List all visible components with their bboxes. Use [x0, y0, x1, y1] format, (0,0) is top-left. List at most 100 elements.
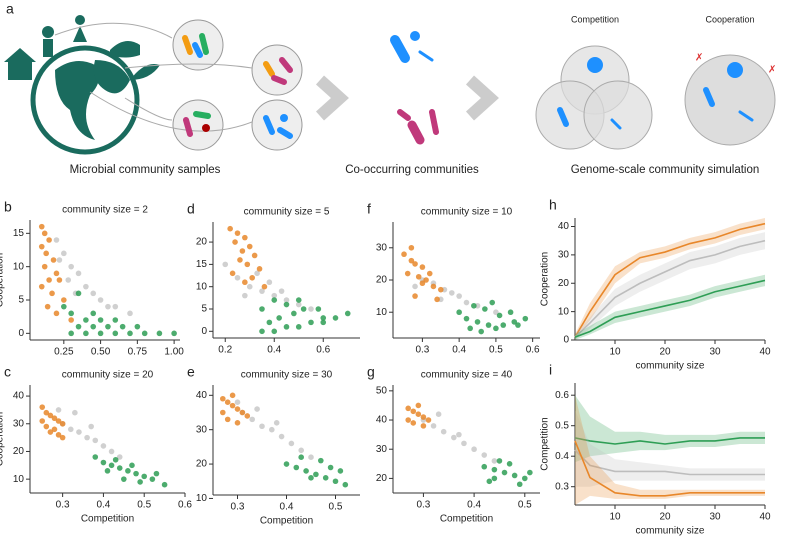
scatter-point [112, 456, 119, 463]
scatter-point [141, 330, 148, 337]
chart-panel: e community size = 30 Competition 10 20 30 40 0… [187, 364, 360, 527]
line [574, 449, 765, 476]
y-axis-label: Cooperation [0, 253, 6, 307]
chevron [465, 75, 499, 121]
y-tick-label: 0 [18, 328, 24, 339]
x-tick-label: 40 [759, 512, 771, 523]
chart-title: community size = 30 [241, 370, 333, 381]
scatter-point [234, 230, 241, 236]
scatter-point [410, 408, 417, 415]
panel-letter: h [549, 197, 557, 213]
scatter-point [92, 437, 99, 444]
panel-letter: g [367, 364, 375, 380]
x-axis-label: Competition [260, 516, 313, 527]
scatter-point [420, 414, 427, 420]
y-tick-label: 15 [13, 228, 25, 239]
scatter-point [119, 323, 126, 330]
scatter-point [53, 270, 60, 277]
scatter-point [251, 252, 258, 259]
scatter-point [246, 283, 253, 290]
scatter-point [65, 277, 72, 283]
scatter-point [38, 283, 45, 290]
caption: Microbial community samples [70, 164, 221, 176]
scatter-point [249, 274, 255, 281]
scatter-point [496, 458, 503, 464]
scatter-point [295, 301, 302, 308]
scatter-point [456, 293, 462, 299]
scatter-point [288, 440, 295, 447]
scatter-point [244, 261, 251, 268]
panel-letter: b [4, 199, 12, 215]
scatter-point [500, 322, 507, 328]
scatter-point [278, 433, 285, 440]
scatter-point [141, 473, 148, 480]
x-axis-label: community size [636, 526, 705, 537]
scatter-point [46, 237, 52, 243]
confidence-band [575, 395, 765, 463]
scatter-point [156, 330, 163, 337]
scatter-point [105, 303, 111, 310]
panel-letter: e [187, 364, 195, 380]
x-tick-label: 0.6 [526, 345, 540, 356]
scatter-point [242, 292, 248, 299]
confidence-band [575, 395, 765, 505]
scatter-point [137, 479, 143, 485]
scatter-point [112, 303, 119, 310]
microbes [182, 31, 439, 145]
y-tick-label: 20 [196, 237, 208, 248]
scatter-point [44, 303, 51, 310]
person-icon [43, 39, 53, 57]
y-tick-label: 0.6 [555, 390, 569, 401]
scatter-point [104, 468, 111, 474]
scatter-point [242, 234, 248, 241]
x-tick-label: 0.4 [467, 500, 481, 511]
scatter-point [461, 440, 467, 447]
scatter-point [308, 475, 314, 481]
scatter-point [491, 466, 498, 473]
scatter-point [300, 306, 307, 312]
scatter-point [342, 481, 349, 488]
y-tick-label: 0.5 [555, 420, 569, 431]
x-tick-label: 0.3 [231, 502, 245, 513]
scatter-point [127, 330, 133, 337]
scatter-point [415, 402, 422, 409]
scatter-point [295, 324, 302, 330]
chart-title: community size = 40 [421, 370, 513, 381]
confidence-band [575, 232, 765, 340]
scatter-point [489, 299, 496, 306]
y-tick-label: 30 [376, 242, 388, 253]
scatter-point [149, 476, 156, 482]
scatter-point [47, 429, 54, 435]
scatter-point [415, 273, 422, 280]
scatter-point [259, 328, 265, 335]
scatter-point [337, 468, 344, 474]
scatter-point [90, 310, 97, 317]
y-tick-label: 0.4 [555, 451, 569, 462]
scatter-point [239, 409, 246, 416]
scatter-point [43, 409, 50, 416]
scatter-point [234, 406, 241, 412]
scatter-point [308, 454, 314, 460]
y-axis-label: Competition [540, 417, 551, 470]
scatter-point [493, 309, 499, 316]
scatter-point [481, 452, 488, 458]
scatter-point [493, 325, 499, 332]
scatter-point [108, 448, 115, 455]
y-tick-label: 10 [13, 261, 25, 272]
scatter-point [471, 446, 477, 453]
scatter-point [55, 407, 62, 413]
chart-panel: c community size = 20 Cooperation Competiti… [0, 364, 192, 525]
scatter-point [404, 270, 411, 277]
scatter-point [303, 468, 309, 474]
scatter-point [320, 319, 327, 326]
chart-panel: h Cooperation community size 0 10 20 30 40 10 20 3… [540, 197, 771, 372]
x-tick-label: 0.4 [452, 345, 466, 356]
scatter-point [511, 319, 518, 325]
scatter-point [49, 290, 55, 297]
scatter-point [53, 310, 60, 317]
scatter-point [100, 459, 107, 466]
scatter-point [308, 319, 314, 326]
scatter-point [53, 237, 60, 243]
scatter-point [97, 330, 104, 337]
panel-a: a [4, 1, 776, 176]
